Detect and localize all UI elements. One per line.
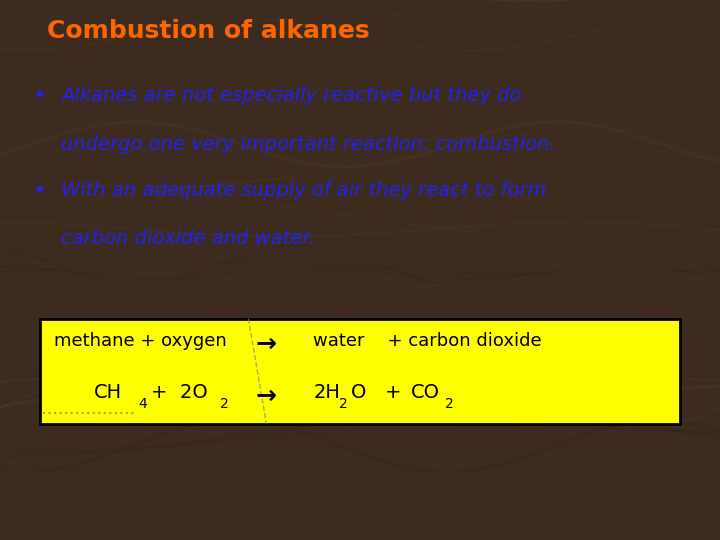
Text: With an adequate supply of air they react to form: With an adequate supply of air they reac… — [61, 181, 546, 200]
Text: 2: 2 — [220, 397, 228, 411]
Text: •: • — [32, 86, 45, 106]
Text: CH: CH — [94, 383, 122, 402]
Text: •: • — [32, 181, 45, 201]
Text: water    + carbon dioxide: water + carbon dioxide — [313, 332, 542, 350]
Text: +  2O: + 2O — [151, 383, 208, 402]
FancyBboxPatch shape — [40, 319, 680, 424]
Text: →: → — [256, 383, 276, 407]
Text: methane + oxygen: methane + oxygen — [54, 332, 227, 350]
Text: 2: 2 — [339, 397, 348, 411]
Text: Alkanes are not especially reactive but they do: Alkanes are not especially reactive but … — [61, 86, 521, 105]
Text: →: → — [256, 332, 276, 356]
Text: undergo one very important reaction: combustion.: undergo one very important reaction: com… — [61, 135, 556, 154]
Text: Combustion of alkanes: Combustion of alkanes — [47, 19, 369, 43]
Text: CO: CO — [410, 383, 439, 402]
Text: 2H: 2H — [313, 383, 340, 402]
Text: carbon dioxide and water.: carbon dioxide and water. — [61, 230, 315, 248]
Text: 2: 2 — [445, 397, 454, 411]
Text: 4: 4 — [138, 397, 147, 411]
Text: O: O — [351, 383, 366, 402]
Text: +: + — [385, 383, 402, 402]
